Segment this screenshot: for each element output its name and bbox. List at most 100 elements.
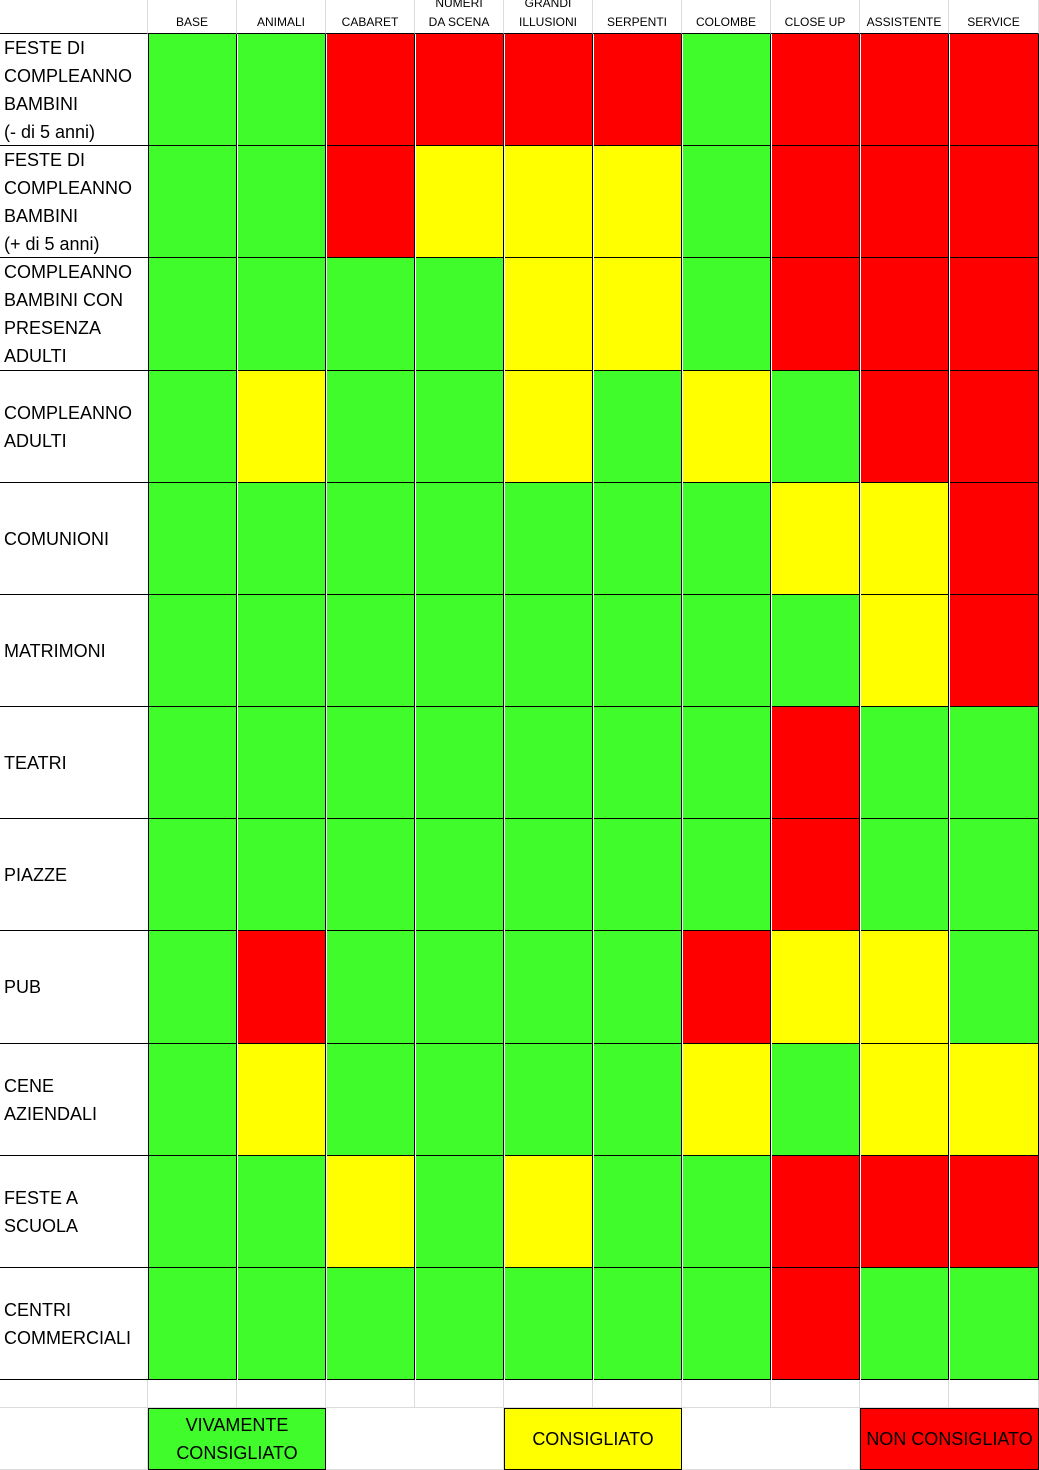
rating-cell-red[interactable] (950, 371, 1039, 483)
empty-cell[interactable] (504, 1380, 593, 1408)
rating-cell-green[interactable] (505, 1044, 593, 1156)
column-header[interactable]: COLOMBE (682, 0, 771, 34)
rating-cell-green[interactable] (683, 707, 771, 819)
rating-cell-green[interactable] (238, 595, 326, 707)
rating-cell-green[interactable] (149, 595, 237, 707)
rating-cell-green[interactable] (861, 707, 949, 819)
rating-cell-green[interactable] (149, 819, 237, 931)
row-label[interactable]: CENE AZIENDALI (0, 1044, 148, 1156)
rating-cell-green[interactable] (327, 819, 415, 931)
row-label[interactable]: PUB (0, 931, 148, 1044)
rating-cell-red[interactable] (950, 595, 1039, 707)
rating-cell-green[interactable] (861, 1268, 949, 1380)
rating-cell-green[interactable] (505, 595, 593, 707)
row-label[interactable]: FESTE DI COMPLEANNO BAMBINI (- di 5 anni… (0, 34, 148, 146)
rating-cell-green[interactable] (950, 819, 1039, 931)
rating-cell-yellow[interactable] (505, 371, 593, 483)
rating-cell-yellow[interactable] (505, 1156, 593, 1268)
rating-cell-green[interactable] (327, 1268, 415, 1380)
rating-cell-red[interactable] (861, 371, 949, 483)
rating-cell-green[interactable] (149, 1268, 237, 1380)
rating-cell-green[interactable] (327, 258, 415, 371)
empty-cell[interactable] (326, 1380, 415, 1408)
rating-cell-yellow[interactable] (505, 146, 593, 258)
rating-cell-green[interactable] (772, 595, 860, 707)
rating-cell-green[interactable] (505, 931, 593, 1044)
rating-cell-green[interactable] (149, 258, 237, 371)
rating-cell-green[interactable] (416, 371, 504, 483)
rating-cell-yellow[interactable] (683, 371, 771, 483)
rating-cell-green[interactable] (238, 1156, 326, 1268)
rating-cell-green[interactable] (683, 1268, 771, 1380)
rating-cell-green[interactable] (416, 595, 504, 707)
rating-cell-red[interactable] (861, 146, 949, 258)
row-label[interactable]: MATRIMONI (0, 595, 148, 707)
rating-cell-green[interactable] (327, 595, 415, 707)
rating-cell-green[interactable] (772, 1044, 860, 1156)
column-header[interactable]: ASSISTENTE (860, 0, 949, 34)
rating-cell-green[interactable] (594, 483, 682, 595)
rating-cell-green[interactable] (149, 1156, 237, 1268)
rating-cell-red[interactable] (950, 258, 1039, 371)
rating-cell-yellow[interactable] (505, 258, 593, 371)
rating-cell-red[interactable] (416, 34, 504, 146)
rating-cell-green[interactable] (149, 931, 237, 1044)
rating-cell-green[interactable] (416, 931, 504, 1044)
rating-cell-red[interactable] (861, 34, 949, 146)
row-label[interactable]: PIAZZE (0, 819, 148, 931)
row-label[interactable]: TEATRI (0, 707, 148, 819)
rating-cell-green[interactable] (683, 595, 771, 707)
empty-cell[interactable] (771, 1380, 860, 1408)
rating-cell-green[interactable] (683, 34, 771, 146)
rating-cell-yellow[interactable] (861, 1044, 949, 1156)
rating-cell-green[interactable] (683, 258, 771, 371)
rating-cell-green[interactable] (416, 707, 504, 819)
rating-cell-green[interactable] (950, 1268, 1039, 1380)
column-header[interactable]: NUMERI DA SCENA (415, 0, 504, 34)
column-header[interactable]: ANIMALI (237, 0, 326, 34)
column-header[interactable]: GRANDI ILLUSIONI (504, 0, 593, 34)
rating-cell-green[interactable] (416, 1268, 504, 1380)
rating-cell-red[interactable] (772, 34, 860, 146)
empty-cell[interactable] (682, 1380, 771, 1408)
rating-cell-red[interactable] (327, 34, 415, 146)
rating-cell-yellow[interactable] (594, 258, 682, 371)
rating-cell-green[interactable] (416, 819, 504, 931)
rating-cell-green[interactable] (594, 819, 682, 931)
column-header[interactable]: BASE (148, 0, 237, 34)
rating-cell-green[interactable] (327, 371, 415, 483)
rating-cell-green[interactable] (594, 1268, 682, 1380)
rating-cell-green[interactable] (505, 1268, 593, 1380)
rating-cell-red[interactable] (772, 819, 860, 931)
rating-cell-green[interactable] (594, 371, 682, 483)
row-label[interactable]: COMPLEANNO ADULTI (0, 371, 148, 483)
legend-row-label[interactable] (0, 1408, 148, 1470)
rating-cell-green[interactable] (238, 707, 326, 819)
rating-cell-green[interactable] (505, 483, 593, 595)
column-header[interactable]: SERPENTI (593, 0, 682, 34)
rating-cell-yellow[interactable] (861, 595, 949, 707)
rating-cell-red[interactable] (772, 258, 860, 371)
header-corner-cell[interactable] (0, 0, 148, 34)
rating-cell-yellow[interactable] (772, 931, 860, 1044)
rating-cell-green[interactable] (950, 931, 1039, 1044)
rating-cell-green[interactable] (505, 819, 593, 931)
rating-cell-red[interactable] (861, 258, 949, 371)
empty-cell[interactable] (415, 1380, 504, 1408)
rating-cell-green[interactable] (238, 34, 326, 146)
rating-cell-green[interactable] (327, 1044, 415, 1156)
rating-cell-green[interactable] (238, 258, 326, 371)
empty-cell[interactable] (237, 1380, 326, 1408)
legend-yellow[interactable]: CONSIGLIATO (504, 1408, 682, 1470)
legend-red[interactable]: NON CONSIGLIATO (860, 1408, 1039, 1470)
empty-cell[interactable] (148, 1380, 237, 1408)
rating-cell-green[interactable] (149, 371, 237, 483)
rating-cell-red[interactable] (772, 146, 860, 258)
rating-cell-green[interactable] (416, 1156, 504, 1268)
legend-gap-cell[interactable] (682, 1408, 860, 1470)
rating-cell-yellow[interactable] (238, 1044, 326, 1156)
rating-cell-yellow[interactable] (772, 483, 860, 595)
rating-cell-red[interactable] (772, 707, 860, 819)
rating-cell-green[interactable] (238, 483, 326, 595)
rating-cell-red[interactable] (861, 1156, 949, 1268)
